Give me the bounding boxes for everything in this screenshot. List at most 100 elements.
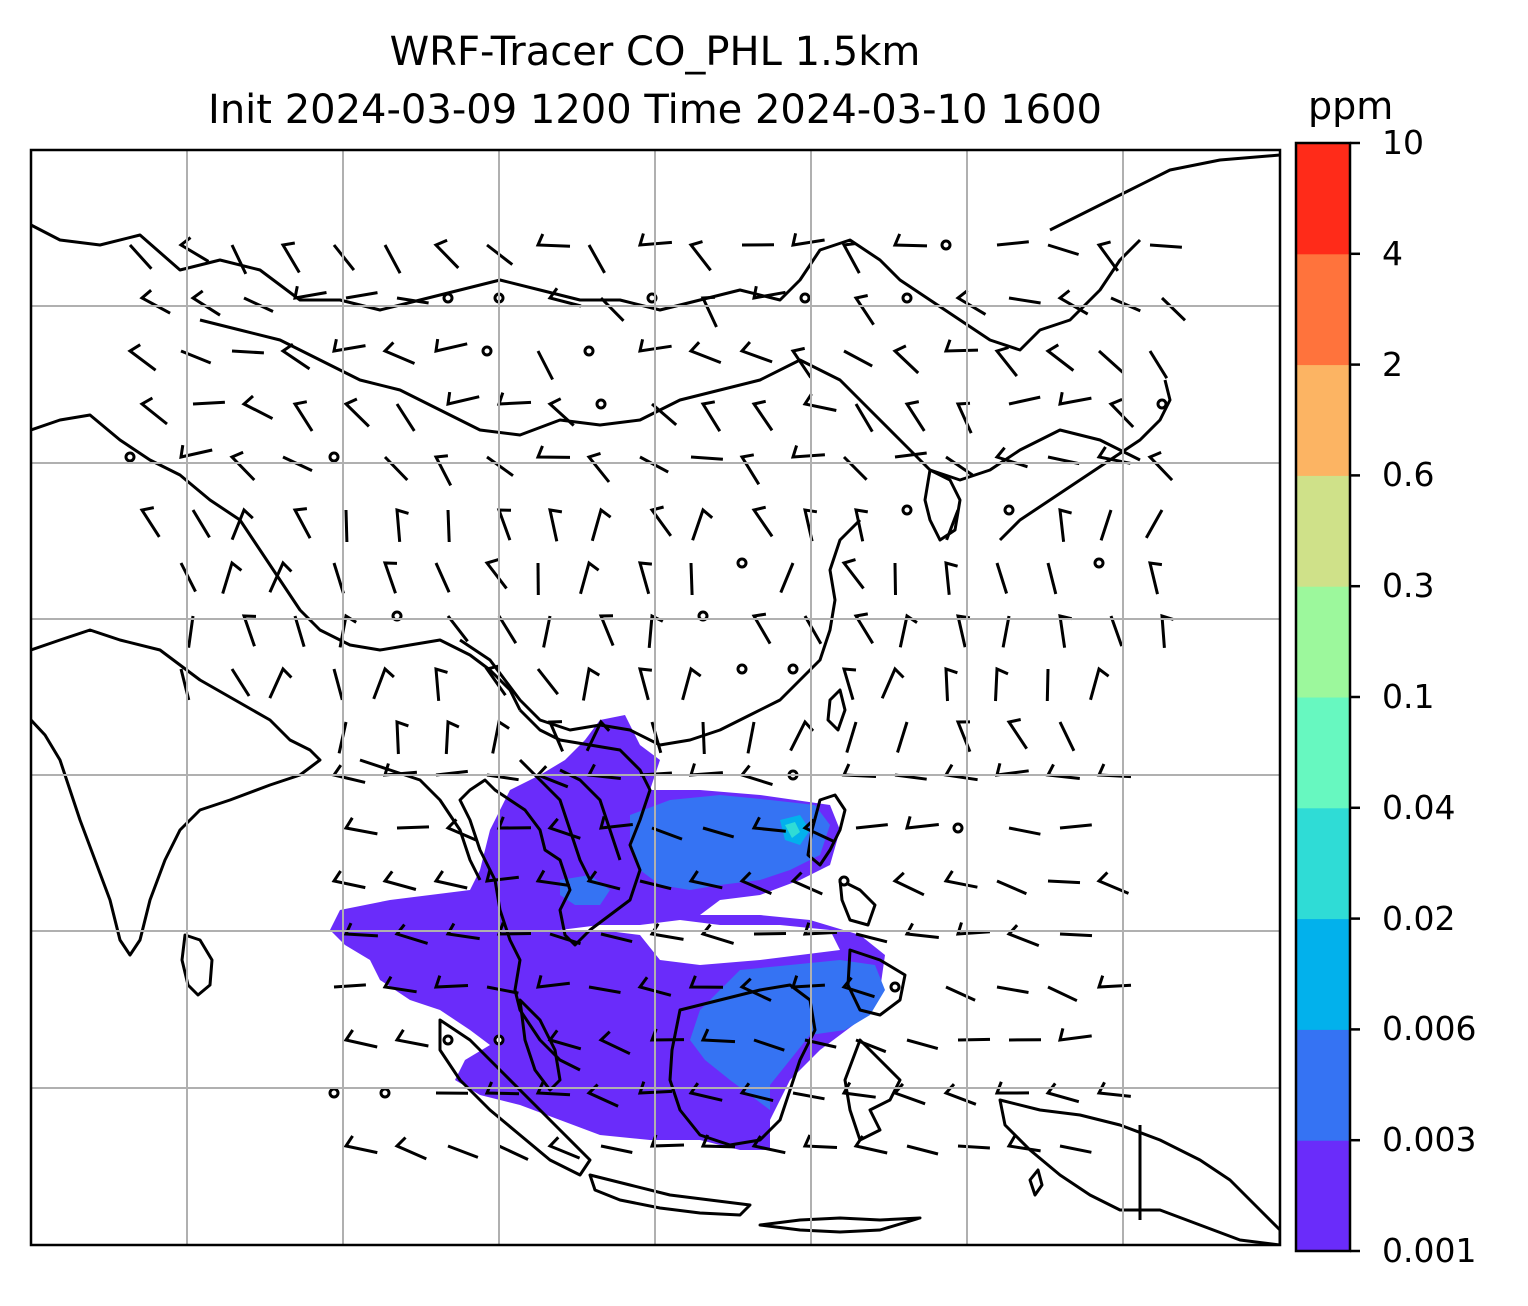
wind-barb: [1096, 871, 1130, 895]
wind-barb: [598, 1030, 631, 1056]
wind-barb: [446, 615, 469, 643]
wind-barb: [600, 1144, 633, 1154]
wind-barb: [293, 285, 327, 300]
wind-barb: [650, 721, 663, 754]
wind-barb: [1096, 240, 1120, 272]
wind-barb: [1160, 296, 1187, 322]
taiwan-coastline: [826, 688, 847, 732]
wind-barb: [444, 719, 460, 755]
wind-barb: [751, 612, 772, 645]
wind-barb: [955, 289, 987, 316]
wind-barb: [396, 296, 429, 305]
wind-barb: [542, 615, 552, 648]
wind-barb: [1001, 615, 1011, 648]
wind-barb: [700, 400, 722, 432]
wind-barb: [586, 451, 611, 483]
wind-barb: [395, 403, 416, 432]
wind-barb: [842, 455, 868, 481]
wind-barb: [853, 294, 875, 326]
wind-barb: [496, 392, 532, 406]
korea-coastline: [923, 468, 962, 542]
wind-barb: [898, 613, 918, 648]
calm-marker: [736, 663, 748, 675]
wind-barb: [688, 975, 724, 989]
wind-barb: [944, 560, 958, 595]
wind-barb: [497, 615, 518, 644]
wind-barb: [943, 339, 979, 353]
calm-marker: [442, 1034, 454, 1046]
wind-barb: [802, 922, 838, 936]
wind-barb: [681, 666, 702, 701]
wind-barb: [535, 233, 571, 248]
colorbar-segment: [1296, 918, 1350, 1030]
wind-barb: [1058, 721, 1076, 752]
calm-marker: [787, 663, 799, 675]
wind-barb: [230, 507, 254, 541]
wind-barb: [1097, 349, 1124, 374]
wind-barb: [498, 1144, 529, 1161]
india-coastline: [31, 628, 322, 957]
wind-barb: [1108, 398, 1135, 429]
wind-barb: [994, 1081, 1030, 1095]
wind-barb: [292, 507, 312, 539]
wind-barb: [688, 763, 724, 777]
wind-barb: [178, 236, 210, 263]
wind-barb: [599, 296, 625, 322]
wind-barb: [994, 346, 1018, 378]
visayas-coastline: [838, 878, 877, 927]
colorbar-segment: [1296, 807, 1350, 920]
wind-barb: [484, 1081, 520, 1096]
colorbar-tick-label: 0.04: [1382, 787, 1456, 827]
wind-barb: [637, 667, 653, 701]
wind-barb: [1148, 561, 1163, 595]
wind-barb: [1047, 243, 1080, 256]
borneo-coastline: [668, 983, 817, 1147]
wind-barb: [746, 721, 756, 754]
wind-barb: [638, 338, 672, 353]
wind-barb: [139, 396, 168, 426]
wind-barb: [700, 923, 735, 945]
calm-marker: [1156, 398, 1168, 410]
wind-barb: [1096, 975, 1132, 989]
wind-barb: [790, 346, 813, 379]
wind-barb: [590, 507, 612, 542]
wind-barb: [268, 666, 293, 699]
wind-barb: [433, 975, 469, 989]
wind-barb: [739, 871, 772, 895]
co-tracer-plume: [330, 715, 885, 1150]
wind-barb: [753, 932, 787, 936]
wind-barb: [446, 509, 451, 543]
wind-barb: [382, 561, 398, 594]
wind-barb: [751, 399, 774, 432]
wind-barb: [702, 826, 735, 839]
wind-barb: [394, 1029, 429, 1048]
wind-barb: [751, 816, 786, 833]
wind-barb: [1147, 451, 1174, 482]
wind-barb: [588, 985, 621, 994]
wind-barb: [854, 403, 874, 433]
wind-barb: [1008, 395, 1041, 406]
wind-barb: [396, 825, 430, 830]
japan-coastline: [998, 379, 1172, 542]
wind-barb: [689, 562, 694, 596]
wind-barb: [1057, 289, 1089, 316]
wind-barb: [547, 720, 564, 752]
wind-barb: [1109, 615, 1124, 647]
wind-barb: [586, 870, 621, 891]
wind-barb: [690, 455, 724, 461]
wind-barb: [1058, 391, 1092, 406]
wind-barb: [191, 509, 211, 539]
wind-barb: [344, 509, 349, 543]
wind-barb: [1099, 509, 1113, 541]
wind-barb: [598, 614, 615, 647]
wind-barb: [445, 922, 480, 941]
wind-barb: [600, 932, 633, 944]
wind-barb: [383, 455, 409, 482]
plume-region-lowest: [330, 715, 885, 1150]
wind-barb: [995, 562, 1009, 594]
wind-barb: [843, 349, 873, 368]
wind-barb: [996, 985, 1029, 994]
wind-barb: [841, 667, 857, 701]
wind-barb: [434, 338, 468, 353]
wind-barb: [994, 666, 1009, 702]
